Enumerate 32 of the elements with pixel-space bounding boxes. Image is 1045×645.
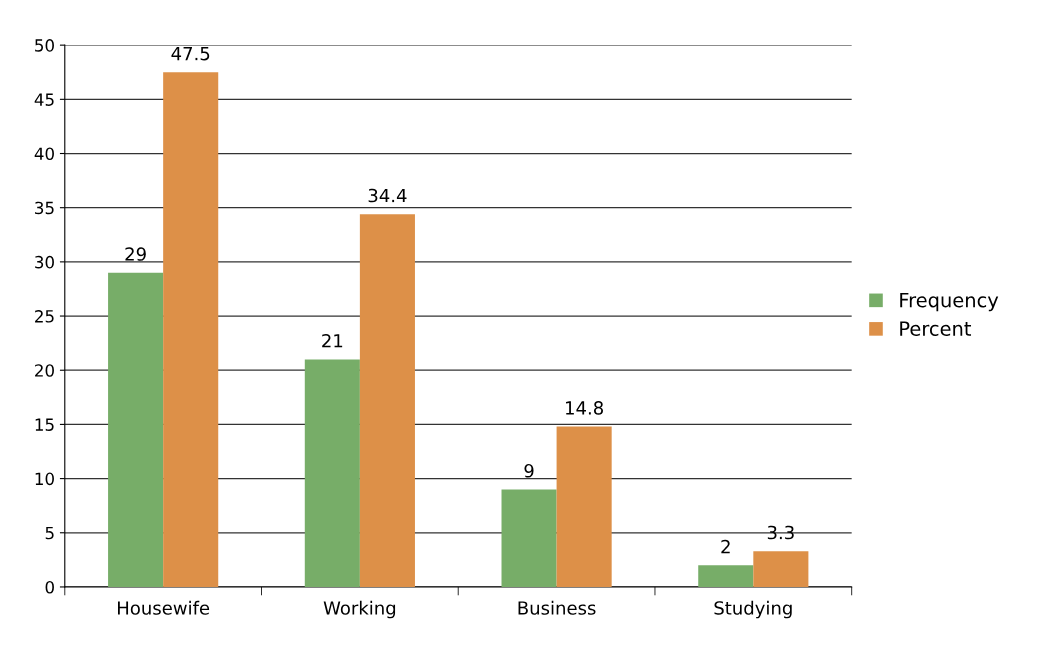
x-tick-label: Working <box>323 600 396 619</box>
data-label: 14.8 <box>566 401 603 415</box>
data-label: 34.4 <box>368 188 407 203</box>
legend-label: Percent <box>900 321 972 336</box>
y-tick-label: 10 <box>35 472 54 486</box>
data-label: 47.5 <box>171 46 210 61</box>
y-tick-label: 5 <box>45 526 54 540</box>
y-tick-label: 35 <box>35 201 54 215</box>
data-label: 29 <box>125 247 146 261</box>
bar <box>108 272 164 587</box>
y-tick-label: 25 <box>35 310 54 323</box>
bar <box>753 551 809 587</box>
x-tick-label: Housewife <box>118 600 210 615</box>
x-tick-label: Studying <box>714 600 792 619</box>
y-tick-label: 20 <box>35 364 54 377</box>
bar <box>556 426 612 587</box>
bar <box>698 565 754 587</box>
bar <box>501 489 557 587</box>
y-tick-label: 0 <box>45 580 54 594</box>
y-tick-label: 15 <box>35 418 54 431</box>
x-tick-label: Business <box>518 600 596 615</box>
bar <box>304 359 360 587</box>
bar <box>163 72 219 587</box>
bar <box>359 214 415 587</box>
data-label: 21 <box>322 333 343 348</box>
y-tick-label: 45 <box>34 93 54 106</box>
y-tick-label: 30 <box>35 255 54 269</box>
data-label: 9 <box>524 463 534 478</box>
y-tick-label: 40 <box>34 147 54 161</box>
data-label: 2 <box>721 539 730 554</box>
legend-label: Frequency <box>900 292 999 312</box>
y-tick-label: 50 <box>35 39 54 52</box>
